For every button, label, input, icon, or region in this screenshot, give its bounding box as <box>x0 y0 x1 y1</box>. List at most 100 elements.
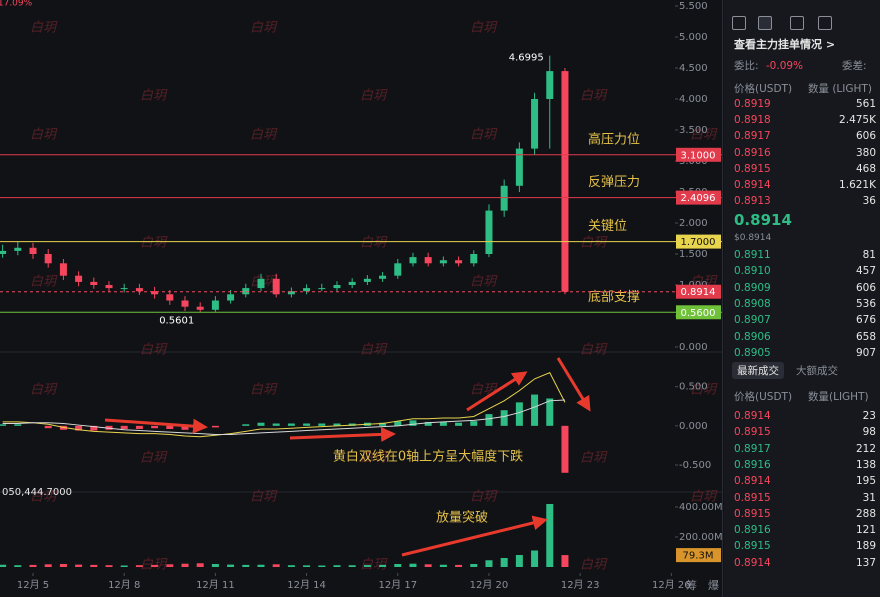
macd-bar <box>242 424 250 426</box>
arrow <box>104 418 208 434</box>
book-row[interactable]: 0.8905 907 <box>734 345 876 361</box>
volume-bar <box>59 564 67 567</box>
arrow <box>289 426 396 442</box>
book-row[interactable]: 0.8910 457 <box>734 263 876 279</box>
volume-bar <box>363 565 371 567</box>
volume-bar <box>424 564 432 567</box>
icon[interactable] <box>758 16 772 30</box>
y-tick-label: 1.500 <box>679 249 708 260</box>
watermark: 白玥 <box>580 89 608 104</box>
price: 0.8914 <box>734 410 771 422</box>
icon[interactable] <box>732 16 746 30</box>
dif-line <box>2 372 566 438</box>
level-name: 关键位 <box>588 219 627 234</box>
price: 0.8916 <box>734 524 771 537</box>
watermark: 白玥 <box>140 451 168 466</box>
book-row[interactable]: 0.8915 31 <box>734 490 876 506</box>
macd-bar <box>318 423 326 426</box>
ratio: -0.09% <box>765 60 804 72</box>
price: 0.8914 <box>734 179 771 191</box>
book-row[interactable]: 0.8914 1.621K <box>734 177 876 193</box>
book-row[interactable]: 0.8913 36 <box>734 193 876 209</box>
tab[interactable]: 大额成交 <box>796 365 838 377</box>
book-row[interactable]: 0.8907 676 <box>734 312 876 328</box>
book-row[interactable]: 0.8917 606 <box>734 128 876 144</box>
watermark: 白玥 <box>250 21 278 36</box>
tab[interactable]: 最新成交 <box>732 362 784 379</box>
volume-bar <box>90 564 98 567</box>
icon[interactable] <box>790 16 804 30</box>
header: 数量 (LIGHT) <box>808 83 872 95</box>
book-row[interactable]: 0.8918 2.475K <box>734 112 876 128</box>
macd-bar <box>166 425 174 429</box>
level-box <box>676 190 721 205</box>
y-tick-label: 3.500 <box>679 125 708 136</box>
book-row[interactable]: 0.8906 658 <box>734 329 876 345</box>
quantity: 658 <box>855 330 876 343</box>
subtitle: 幅 17.09% <box>0 0 33 9</box>
candle-body <box>409 257 417 264</box>
book-row[interactable]: 0.8915 189 <box>734 538 876 554</box>
quantity: 137 <box>855 556 876 569</box>
book-row[interactable]: 0.8914 137 <box>734 555 876 571</box>
book-title[interactable]: 查看主力挂单情况 > <box>734 38 836 51</box>
volume-bar <box>135 565 143 567</box>
y-tick-label: 4.000 <box>679 94 708 105</box>
watermark: 白玥 <box>580 558 608 573</box>
volume-bar <box>515 555 523 567</box>
y-tick-label: 5.000 <box>679 32 708 43</box>
watermark: 白玥 <box>30 275 58 290</box>
book-row[interactable]: 0.8916 138 <box>734 457 876 473</box>
book-row[interactable]: 0.8908 536 <box>734 296 876 312</box>
volume-bar <box>227 564 235 567</box>
candle-body <box>211 300 219 310</box>
macd-bar <box>272 423 280 426</box>
price: 0.8906 <box>734 330 771 343</box>
quantity: 457 <box>855 265 876 278</box>
watermark: 白玥 <box>30 21 58 36</box>
book-row[interactable]: 0.8917 212 <box>734 441 876 457</box>
volume-bar <box>166 564 174 567</box>
book-row[interactable]: 0.8916 121 <box>734 522 876 538</box>
watermark: 白玥 <box>690 383 718 398</box>
watermark: 白玥 <box>140 343 168 358</box>
level-box <box>676 147 721 162</box>
header: 数量(LIGHT) <box>808 391 869 403</box>
volume-bar <box>0 564 7 567</box>
level-box <box>676 234 721 249</box>
quantity: 31 <box>862 491 876 504</box>
candle-body <box>470 254 478 264</box>
candle-body <box>196 306 204 310</box>
book-row[interactable]: 0.8916 380 <box>734 145 876 161</box>
icon[interactable] <box>818 16 832 30</box>
header: 价格(USDT) <box>734 391 793 403</box>
book-row[interactable]: 0.8915 98 <box>734 424 876 440</box>
macd-bar <box>531 394 539 426</box>
book-row[interactable]: 0.8911 81 <box>734 247 876 263</box>
watermark: 白玥 <box>250 128 278 143</box>
book-row[interactable]: 0.8919 561 <box>734 96 876 112</box>
quantity: 536 <box>855 297 876 310</box>
macd-bar <box>394 421 402 426</box>
macd-bar <box>257 422 265 426</box>
candle-body <box>272 278 280 295</box>
level-value: 2.4096 <box>681 193 716 204</box>
watermark: 白玥 <box>360 558 388 573</box>
volume-bar <box>546 504 554 567</box>
book-row[interactable]: 0.8909 606 <box>734 280 876 296</box>
quantity: 606 <box>855 130 876 143</box>
volume-bar <box>348 565 356 567</box>
volume-bar <box>75 564 83 567</box>
price: 0.8909 <box>734 281 771 294</box>
price: 0.8917 <box>734 442 771 455</box>
last-price-box <box>676 284 721 299</box>
book-row[interactable]: 0.8915 468 <box>734 161 876 177</box>
level-name: 底部支撑 <box>588 289 640 305</box>
book-row[interactable]: 0.8915 288 <box>734 506 876 522</box>
price: 0.8913 <box>734 195 771 208</box>
quantity: 907 <box>855 346 876 359</box>
macd-bar <box>333 423 341 426</box>
volume-bar <box>44 564 52 567</box>
book-row[interactable]: 0.8914 23 <box>734 408 876 424</box>
book-row[interactable]: 0.8914 195 <box>734 473 876 489</box>
